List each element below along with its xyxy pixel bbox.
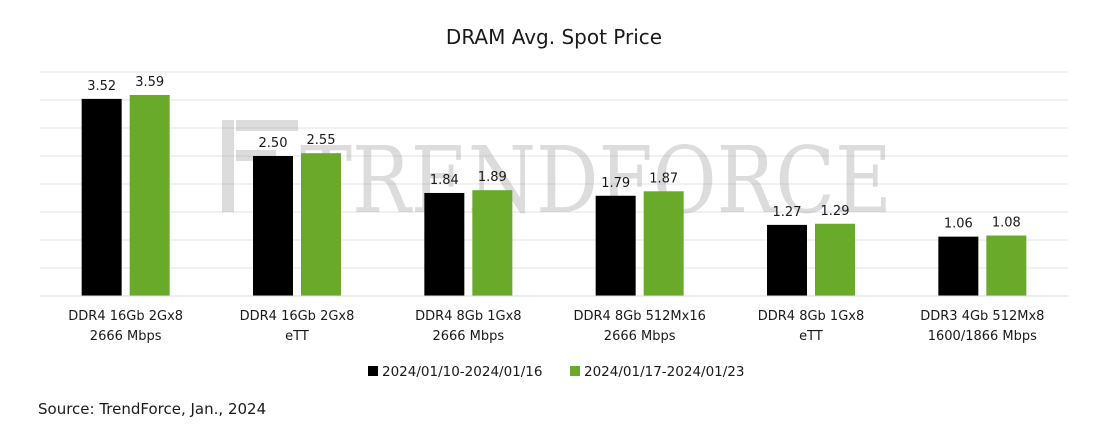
legend-swatch-series-1 bbox=[368, 366, 378, 376]
legend-label-series-1: 2024/01/10-2024/01/16 bbox=[382, 364, 543, 380]
bar-series-2-cat-6 bbox=[986, 235, 1027, 296]
source-note: Source: TrendForce, Jan., 2024 bbox=[38, 400, 267, 418]
legend: 2024/01/10-2024/01/16 2024/01/17-2024/01… bbox=[368, 364, 745, 380]
bar-series-1-cat-1 bbox=[81, 98, 122, 296]
category-label-6-line-2: 1600/1866 Mbps bbox=[928, 329, 1037, 344]
category-label-6-line-1: DDR3 4Gb 512Mx8 bbox=[920, 309, 1044, 324]
bar-series-1-cat-4 bbox=[595, 195, 636, 296]
bar-series-1-cat-2 bbox=[253, 156, 293, 296]
legend-label-series-2: 2024/01/17-2024/01/23 bbox=[584, 364, 745, 380]
data-label-series-1-cat-1: 3.52 bbox=[87, 79, 116, 94]
data-label-series-1-cat-2: 2.50 bbox=[259, 136, 288, 151]
data-label-series-2-cat-3: 1.89 bbox=[478, 170, 507, 185]
bar-series-1-cat-3 bbox=[424, 192, 465, 296]
bar-series-1-cat-6 bbox=[938, 236, 979, 296]
category-label-1-line-1: DDR4 16Gb 2Gx8 bbox=[68, 309, 183, 324]
data-label-series-2-cat-5: 1.29 bbox=[821, 204, 850, 219]
bars bbox=[81, 94, 1027, 297]
data-label-series-2-cat-1: 3.59 bbox=[135, 75, 164, 90]
category-label-5-line-2: eTT bbox=[799, 329, 823, 344]
category-labels: DDR4 16Gb 2Gx8 2666 Mbps DDR4 16Gb 2Gx8 eTT… bbox=[68, 309, 1044, 344]
data-label-series-1-cat-6: 1.06 bbox=[944, 217, 973, 232]
gridlines bbox=[40, 71, 1068, 269]
category-label-1-line-2: 2666 Mbps bbox=[90, 329, 162, 344]
category-label-3-line-1: DDR4 8Gb 1Gx8 bbox=[415, 309, 522, 324]
legend-swatch-series-2 bbox=[570, 366, 580, 376]
category-label-2-line-1: DDR4 16Gb 2Gx8 bbox=[240, 309, 355, 324]
data-label-series-2-cat-6: 1.08 bbox=[992, 216, 1021, 231]
category-label-2-line-2: eTT bbox=[285, 329, 309, 344]
value-labels: 3.52 3.59 2.50 2.55 1.84 1.89 1.79 1.87 1.27 1.29… bbox=[87, 75, 1021, 232]
data-label-series-1-cat-4: 1.79 bbox=[601, 176, 630, 191]
data-label-series-1-cat-5: 1.27 bbox=[773, 205, 802, 220]
data-label-series-2-cat-2: 2.55 bbox=[307, 133, 336, 148]
data-label-series-1-cat-3: 1.84 bbox=[430, 173, 459, 188]
data-label-series-2-cat-4: 1.87 bbox=[649, 171, 678, 186]
category-label-4-line-2: 2666 Mbps bbox=[604, 329, 676, 344]
category-label-5-line-1: DDR4 8Gb 1Gx8 bbox=[758, 309, 865, 324]
bar-series-2-cat-4 bbox=[643, 191, 684, 296]
bar-series-2-cat-1 bbox=[129, 94, 170, 297]
chart-title: DRAM Avg. Spot Price bbox=[446, 25, 662, 49]
bar-series-2-cat-2 bbox=[301, 153, 341, 296]
category-label-3-line-2: 2666 Mbps bbox=[432, 329, 504, 344]
bar-series-2-cat-3 bbox=[472, 190, 513, 296]
category-label-4-line-1: DDR4 8Gb 512Mx16 bbox=[573, 309, 705, 324]
bar-series-2-cat-5 bbox=[815, 223, 855, 296]
bar-series-1-cat-5 bbox=[767, 224, 807, 296]
